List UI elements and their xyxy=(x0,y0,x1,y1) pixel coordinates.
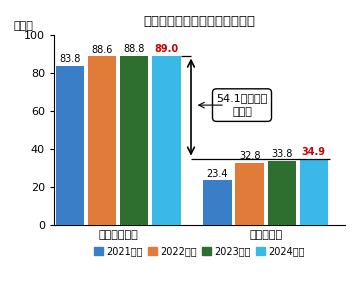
Text: 54.1ポイント
の乖離: 54.1ポイント の乖離 xyxy=(216,93,267,118)
Text: 34.9: 34.9 xyxy=(302,147,326,157)
Text: 88.8: 88.8 xyxy=(124,44,145,54)
Bar xyxy=(120,56,148,225)
Title: 損害保険に関する教育について: 損害保険に関する教育について xyxy=(144,15,256,28)
Bar xyxy=(203,181,231,225)
Bar xyxy=(56,65,84,225)
Text: 23.4: 23.4 xyxy=(207,169,228,178)
Text: （％）: （％） xyxy=(13,21,33,31)
Legend: 2021年度, 2022年度, 2023年度, 2024年度: 2021年度, 2022年度, 2023年度, 2024年度 xyxy=(90,242,309,260)
Text: 33.8: 33.8 xyxy=(271,149,292,159)
Bar xyxy=(267,161,296,225)
Text: 88.6: 88.6 xyxy=(91,44,113,54)
Bar xyxy=(152,56,181,225)
Bar xyxy=(235,162,264,225)
Text: 83.8: 83.8 xyxy=(59,54,81,64)
Text: 89.0: 89.0 xyxy=(154,44,179,54)
Text: 32.8: 32.8 xyxy=(239,151,260,161)
Bar xyxy=(300,159,328,225)
Bar xyxy=(88,56,116,225)
